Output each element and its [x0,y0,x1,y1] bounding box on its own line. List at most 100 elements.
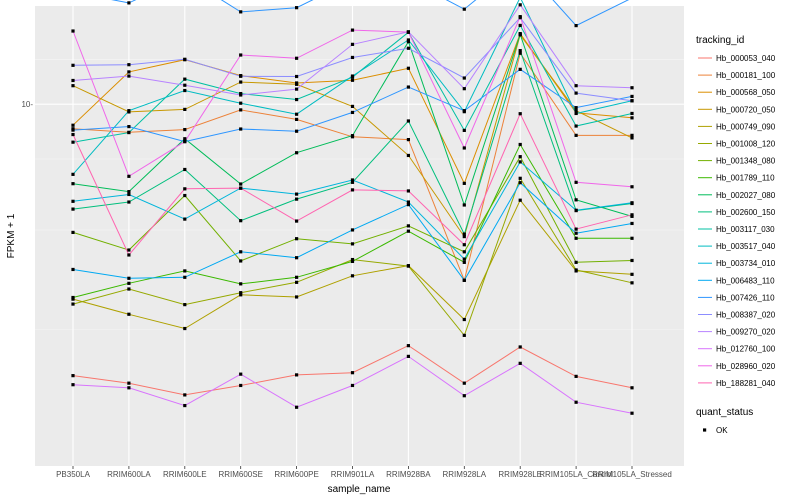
data-point [350,28,355,32]
data-point [183,403,187,408]
data-point [127,190,131,194]
data-point [630,258,634,263]
data-point [127,381,131,385]
y-tick-label: 10- [21,100,33,109]
data-point [574,400,578,404]
data-point [239,291,243,295]
data-point [127,174,131,178]
data-point [406,153,410,158]
data-point [462,87,466,91]
plot-panel [35,6,684,466]
data-point [71,297,75,301]
data-point [127,1,131,5]
data-point [71,199,75,203]
data-point [518,142,522,147]
data-point [239,186,243,190]
y-axis-title: FPKM + 1 [6,213,17,258]
data-point [239,93,243,97]
legend2-title: quant_status [696,407,753,418]
data-point [574,91,578,95]
data-point [462,146,466,150]
x-tick-label: RRIM901LA [331,470,375,479]
data-point [239,53,243,57]
data-point [350,274,355,278]
data-point [462,333,466,337]
data-point [518,112,522,116]
data-point [574,268,578,272]
data-point [295,295,299,299]
data-point [183,303,187,307]
data-point [239,127,243,131]
data-point [406,46,410,50]
data-point [462,232,466,236]
legend-label: Hb_002600_150 [716,208,776,217]
data-point [127,109,131,113]
legend-label: Hb_006483_110 [716,276,775,285]
data-point [295,74,299,79]
data-point [295,97,299,102]
data-point [406,137,410,142]
data-point [183,57,187,61]
data-point [462,109,466,113]
data-point [462,203,466,207]
data-point [350,257,355,262]
data-point [127,253,131,257]
data-point [630,185,634,189]
data-point [518,67,522,71]
data-point [239,259,243,263]
legend-label: Hb_000749_090 [716,122,776,131]
data-point [350,42,355,46]
x-tick-label: RRIM928LE [498,470,542,479]
data-point [127,74,131,78]
data-point [462,128,466,132]
data-point [239,10,243,14]
data-point [350,134,355,138]
data-point [350,55,355,60]
data-point [406,119,410,123]
data-point [183,127,187,132]
data-point [295,373,299,377]
data-point [406,200,410,204]
data-point [406,229,410,233]
data-point [350,371,355,375]
data-point [183,193,187,198]
data-point [574,111,578,116]
data-point [239,108,243,112]
x-tick-label: RRIM600LA [107,470,151,479]
y-axis: 10- [21,100,33,109]
data-point [518,176,522,180]
data-point [295,256,299,260]
data-point [295,219,299,223]
data-point [350,259,355,264]
data-point [406,203,410,207]
data-point [71,383,75,387]
x-tick-label: RRIM600LE [163,470,207,479]
data-point [574,208,578,212]
data-point [71,207,75,211]
data-point [350,110,355,115]
data-point [183,107,187,112]
data-point [574,198,578,202]
legend-label: Hb_000053_040 [716,54,776,63]
legend-label: Hb_000181_100 [716,71,776,80]
legend2-label: OK [716,426,728,435]
data-point [239,250,243,254]
data-point [574,109,578,113]
data-point [295,87,299,91]
data-point [295,56,299,60]
x-tick-label: RRIM105LA_Control [539,470,613,479]
data-point [630,111,634,116]
legend-label: Hb_003117_030 [716,225,775,234]
data-point [295,237,299,241]
data-point [630,99,634,103]
data-point [71,182,75,186]
data-point [406,38,410,42]
data-point [295,192,299,196]
data-point [127,63,131,67]
data-point [71,132,75,137]
data-point [518,181,522,185]
data-point [71,29,75,33]
data-point [406,344,410,348]
data-point [630,136,634,140]
